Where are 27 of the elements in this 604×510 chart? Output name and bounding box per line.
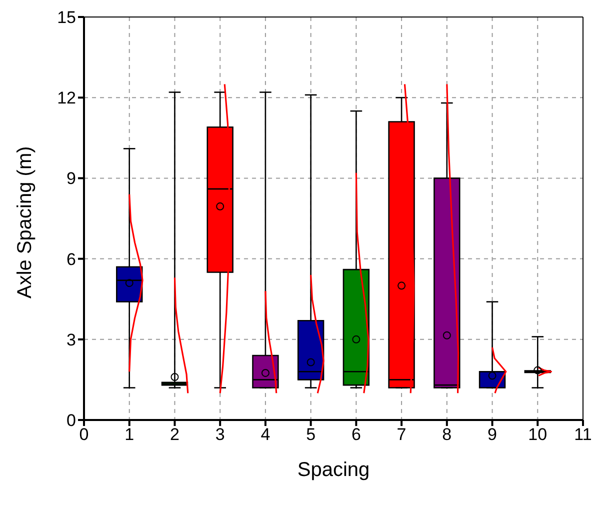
line-series xyxy=(355,172,370,394)
y-tick-label: 12 xyxy=(57,88,76,108)
x-tick-label: 0 xyxy=(79,425,89,444)
x-tick-label: 2 xyxy=(170,425,180,444)
x-tick-label: 9 xyxy=(488,425,498,444)
x-axis-title: Spacing xyxy=(297,459,370,481)
line-series xyxy=(446,83,460,394)
x-tick-label: 6 xyxy=(351,425,361,444)
y-tick-label: 3 xyxy=(66,330,76,350)
y-tick-label: 15 xyxy=(57,8,76,28)
y-axis-title: Axle Spacing (m) xyxy=(14,146,36,298)
line-series xyxy=(264,290,278,394)
y-tick-label: 9 xyxy=(66,169,76,188)
line-series xyxy=(491,346,507,394)
line-series xyxy=(174,276,189,394)
x-tick-label: 10 xyxy=(528,425,548,444)
x-tick-label: 5 xyxy=(306,425,316,444)
y-tick-label: 0 xyxy=(66,411,76,430)
x-tick-label: 8 xyxy=(442,425,452,444)
y-tick-label: 6 xyxy=(66,250,76,269)
x-tick-label: 1 xyxy=(124,425,134,444)
x-tick-label: 3 xyxy=(215,425,225,444)
x-tick-label: 11 xyxy=(574,425,592,444)
x-tick-label: 7 xyxy=(396,425,406,444)
line-series xyxy=(310,274,324,394)
x-tick-label: 4 xyxy=(260,425,270,444)
line-series xyxy=(128,194,144,372)
